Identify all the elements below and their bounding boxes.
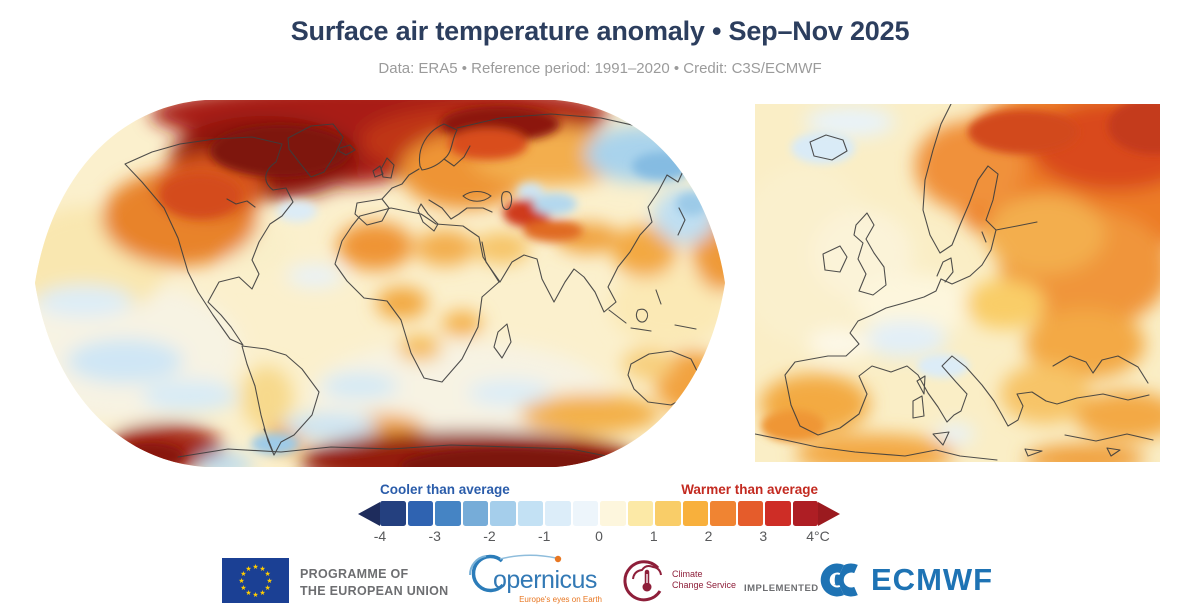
c3s-text-line1: Climate xyxy=(672,569,703,579)
colorbar-cell xyxy=(765,501,791,526)
eu-star-icon: ★ xyxy=(259,565,265,573)
warmer-than-average-label: Warmer than average xyxy=(681,482,818,497)
colorbar-tick: -4 xyxy=(373,528,387,544)
colorbar-cell xyxy=(380,501,406,526)
ecmwf-wordmark: ECMWF xyxy=(871,562,994,597)
colorbar-cell xyxy=(490,501,516,526)
colorbar-cell xyxy=(572,501,598,526)
europe-anomaly-map xyxy=(755,104,1160,462)
eu-flag-logo: ★ ★ ★ ★ ★ ★ ★ ★ ★ ★ ★ ★ xyxy=(222,558,289,603)
eu-star-icon: ★ xyxy=(240,584,246,592)
colorbar-cell xyxy=(545,501,571,526)
eu-star-icon: ★ xyxy=(245,565,251,573)
colorbar-cell xyxy=(710,501,736,526)
page-subtitle: Data: ERA5 • Reference period: 1991–2020… xyxy=(378,60,822,77)
colorbar-cell xyxy=(627,501,653,526)
colorbar-tick-labels: -4 -3 -2 -1 0 1 2 3 4°C xyxy=(358,528,840,546)
world-coastlines xyxy=(124,113,722,458)
colorbar-left-arrow-icon xyxy=(358,501,380,526)
colorbar-cell xyxy=(462,501,488,526)
copernicus-logo: opernicus Europe's eyes on Earth xyxy=(466,551,606,609)
colorbar-cell xyxy=(737,501,763,526)
copernicus-wordmark: opernicus xyxy=(493,566,597,594)
colorbar-right-arrow-icon xyxy=(818,501,840,526)
colorbar-tick: 3 xyxy=(759,528,768,544)
page-title: Surface air temperature anomaly • Sep–No… xyxy=(290,16,910,46)
colorbar-cell xyxy=(407,501,433,526)
colorbar-cells xyxy=(380,501,818,526)
eu-star-icon: ★ xyxy=(238,577,244,585)
ecmwf-glyph-icon xyxy=(818,561,858,599)
europe-coastlines xyxy=(755,104,1154,461)
eu-programme-text: PROGRAMME OF THE EUROPEAN UNION xyxy=(300,566,448,600)
eu-star-icon: ★ xyxy=(264,584,270,592)
climate-change-service-logo: Climate Change Service xyxy=(620,553,745,608)
colorbar-cell xyxy=(655,501,681,526)
implemented-by-label: IMPLEMENTED BY xyxy=(744,583,836,594)
colorbar-tick: 2 xyxy=(704,528,713,544)
colorbar-cell xyxy=(600,501,626,526)
eu-star-icon: ★ xyxy=(245,589,251,597)
c3s-circle-icon xyxy=(623,560,662,602)
eu-programme-line2: THE EUROPEAN UNION xyxy=(300,583,449,598)
colorbar-cell xyxy=(792,501,818,526)
copernicus-logo-svg: opernicus Europe's eyes on Earth xyxy=(468,554,602,604)
world-anomaly-cores xyxy=(116,106,708,467)
color-scale-legend: Cooler than average Warmer than average … xyxy=(358,482,840,546)
world-anomaly-map xyxy=(30,96,730,471)
eu-star-icon: ★ xyxy=(264,570,270,578)
colorbar-tick: 0 xyxy=(595,528,603,544)
colorbar-tick: -2 xyxy=(483,528,496,544)
colorbar-cell xyxy=(517,501,543,526)
ecmwf-logo: ECMWF xyxy=(818,558,993,602)
eu-flag-stars: ★ ★★★★★★★★★★★ xyxy=(238,563,272,599)
eu-star-icon: ★ xyxy=(240,570,246,578)
eu-star-icon: ★ xyxy=(259,589,265,597)
copernicus-orange-dot-icon xyxy=(554,555,562,563)
colorbar-cell xyxy=(435,501,461,526)
colorbar-tick: 1 xyxy=(649,528,658,544)
copernicus-tagline: Europe's eyes on Earth xyxy=(519,595,602,604)
eu-star-icon: ★ xyxy=(252,591,258,599)
c3s-cloud-icon xyxy=(632,565,662,580)
eu-programme-line1: PROGRAMME OF xyxy=(300,567,409,581)
cooler-than-average-label: Cooler than average xyxy=(380,482,510,497)
colorbar-tick: 4°C xyxy=(806,528,830,544)
c3s-text-line2: Change Service xyxy=(672,580,736,590)
colorbar xyxy=(358,501,840,526)
copernicus-swoosh-icon xyxy=(471,554,505,593)
colorbar-tick: -3 xyxy=(428,528,441,544)
c3s-logo-svg: Climate Change Service xyxy=(623,560,736,602)
europe-anomaly-map-svg xyxy=(755,104,1160,462)
world-anomaly-map-svg xyxy=(35,100,725,467)
eu-star-icon: ★ xyxy=(252,563,258,571)
colorbar-cell xyxy=(682,501,708,526)
eu-star-icon: ★ xyxy=(266,577,272,585)
colorbar-tick: -1 xyxy=(538,528,551,544)
